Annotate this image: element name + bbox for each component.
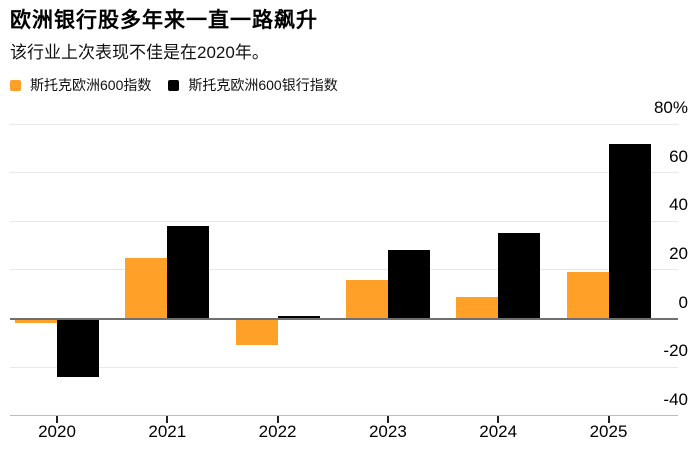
x-axis-label-2021: 2021 bbox=[148, 422, 187, 441]
x-axis-label-2024: 2024 bbox=[479, 422, 518, 441]
gridline-0 bbox=[10, 317, 678, 320]
x-axis-label-2025: 2025 bbox=[589, 422, 628, 441]
x-axis-tick-2024 bbox=[497, 416, 500, 423]
gridline-40 bbox=[10, 220, 678, 222]
y-axis-label-60: 60 bbox=[669, 146, 688, 166]
x-axis-tick-2025 bbox=[607, 416, 610, 423]
x-axis-label-2023: 2023 bbox=[368, 422, 407, 441]
gridline-60 bbox=[10, 172, 678, 174]
legend-item-banks: 斯托克欧洲600银行指数 bbox=[168, 77, 338, 93]
bar-2023-banks bbox=[387, 250, 430, 319]
y-axis-label--20: -20 bbox=[663, 341, 688, 361]
x-axis-tick-2022 bbox=[276, 416, 279, 423]
legend-label-stoxx600: 斯托克欧洲600指数 bbox=[30, 77, 152, 93]
x-axis-tick-2023 bbox=[386, 416, 389, 423]
x-axis-tick-2021 bbox=[166, 416, 169, 423]
bar-2022-stoxx600 bbox=[235, 318, 278, 346]
x-axis-tick-2020 bbox=[56, 416, 58, 423]
bar-2021-banks bbox=[167, 226, 210, 319]
gridline--40 bbox=[10, 415, 678, 417]
bar-2023-stoxx600 bbox=[345, 279, 388, 319]
legend-item-stoxx600: 斯托克欧洲600指数 bbox=[10, 77, 151, 93]
bar-2025-banks bbox=[608, 143, 651, 319]
y-axis-label--40: -40 bbox=[663, 389, 688, 409]
gridline-80 bbox=[10, 123, 678, 125]
legend-swatch-stoxx600 bbox=[10, 79, 21, 91]
gridline-20 bbox=[10, 269, 678, 271]
x-axis-label-2020: 2020 bbox=[38, 422, 76, 441]
bar-2022-banks bbox=[277, 316, 320, 319]
y-axis-label-80: 80% bbox=[653, 98, 688, 118]
bar-2020-stoxx600 bbox=[15, 318, 57, 324]
bar-2020-banks bbox=[57, 318, 99, 377]
x-axis-label-2022: 2022 bbox=[258, 422, 297, 441]
bar-2025-stoxx600 bbox=[566, 272, 609, 319]
chart-subtitle: 该行业上次表现不佳是在2020年。 bbox=[10, 43, 269, 62]
legend-swatch-banks bbox=[168, 79, 180, 91]
bar-2024-stoxx600 bbox=[456, 296, 499, 319]
legend-label-banks: 斯托克欧洲600银行指数 bbox=[188, 77, 338, 93]
legend: 斯托克欧洲600指数 斯托克欧洲600银行指数 bbox=[10, 77, 338, 93]
gridline--20 bbox=[10, 366, 678, 368]
bar-2024-banks bbox=[498, 233, 541, 319]
y-axis-label-0: 0 bbox=[678, 292, 688, 312]
y-axis-label-20: 20 bbox=[669, 243, 688, 263]
y-axis-label-40: 40 bbox=[669, 195, 688, 215]
chart-title: 欧洲银行股多年来一直一路飙升 bbox=[10, 9, 318, 32]
bar-2021-stoxx600 bbox=[125, 257, 168, 319]
